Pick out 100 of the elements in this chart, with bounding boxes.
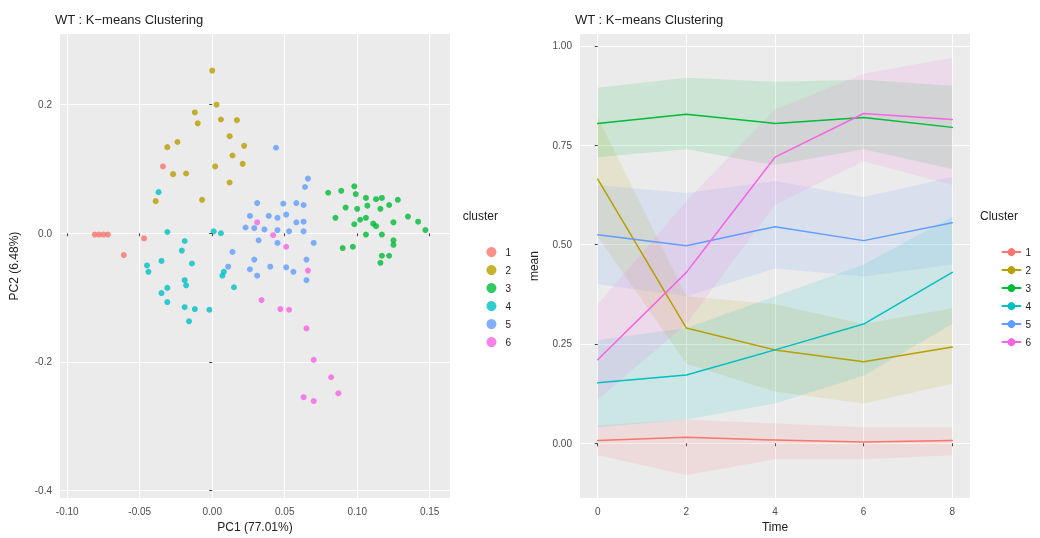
point xyxy=(378,194,385,201)
point xyxy=(226,133,233,140)
x-tick-label: 0.05 xyxy=(274,505,295,517)
y-tick-label: 0.50 xyxy=(552,239,573,251)
point xyxy=(265,212,272,219)
point xyxy=(145,268,152,275)
point xyxy=(152,198,159,205)
y-axis-title: PC2 (6.48%) xyxy=(7,231,21,301)
x-tick-label: 6 xyxy=(860,505,867,517)
point xyxy=(251,225,258,232)
point xyxy=(352,191,359,198)
point xyxy=(254,200,261,207)
legend-label: 6 xyxy=(1025,336,1032,348)
point xyxy=(338,187,345,194)
point xyxy=(186,318,193,325)
point xyxy=(362,194,369,201)
point xyxy=(191,109,198,116)
line-series xyxy=(596,271,954,384)
point xyxy=(158,257,165,264)
point xyxy=(206,306,213,313)
point xyxy=(225,263,232,270)
point xyxy=(241,142,248,149)
point xyxy=(246,266,253,273)
legend-title: Cluster xyxy=(979,208,1019,223)
point xyxy=(310,398,317,405)
point xyxy=(325,189,332,196)
point xyxy=(283,264,290,271)
x-axis-title: Time xyxy=(761,520,789,534)
point xyxy=(181,304,188,311)
point xyxy=(349,243,356,250)
point xyxy=(229,152,236,159)
point xyxy=(377,205,384,212)
point xyxy=(164,284,171,291)
point xyxy=(303,277,310,284)
point xyxy=(274,227,281,234)
point xyxy=(164,228,171,235)
line-series xyxy=(596,178,954,363)
point xyxy=(181,237,188,244)
x-tick-label: 2 xyxy=(683,505,690,517)
point xyxy=(310,356,317,363)
point xyxy=(293,219,300,226)
point xyxy=(280,200,287,207)
point xyxy=(290,268,297,275)
point xyxy=(270,232,277,239)
point xyxy=(258,297,265,304)
point xyxy=(390,241,397,248)
legend-label: 2 xyxy=(1025,264,1032,276)
y-tick-label: -0.2 xyxy=(34,356,53,368)
x-tick-label: 0.00 xyxy=(202,505,223,517)
legend-title: cluster xyxy=(462,208,498,223)
point xyxy=(254,219,261,226)
point xyxy=(351,221,358,228)
point xyxy=(377,259,384,266)
point xyxy=(351,183,358,190)
point xyxy=(188,260,195,267)
x-tick-label: 0.10 xyxy=(347,505,368,517)
point xyxy=(159,163,166,170)
point xyxy=(283,211,290,218)
point xyxy=(293,200,300,207)
point xyxy=(174,138,181,145)
point xyxy=(310,239,317,246)
point xyxy=(261,226,268,233)
legend-label: 3 xyxy=(505,282,512,294)
x-tick-label: 0.15 xyxy=(419,505,440,517)
point xyxy=(386,252,393,259)
point xyxy=(183,282,190,289)
point xyxy=(362,214,369,221)
x-tick-label: -0.10 xyxy=(55,505,80,517)
point xyxy=(251,256,258,263)
point xyxy=(362,231,369,238)
point xyxy=(230,284,237,291)
point xyxy=(390,219,397,226)
point xyxy=(339,245,346,252)
legend-label: 5 xyxy=(505,318,512,330)
point xyxy=(286,306,293,313)
point xyxy=(194,120,201,127)
chart-title: WT : K−means Clustering xyxy=(575,12,724,27)
point xyxy=(300,218,307,225)
point xyxy=(415,218,422,225)
y-tick-label: 0.00 xyxy=(552,437,573,449)
point xyxy=(286,228,293,235)
point xyxy=(274,214,281,221)
point xyxy=(304,175,311,182)
point xyxy=(239,160,246,167)
y-tick-label: 1.00 xyxy=(552,40,573,52)
legend-label: 3 xyxy=(1025,282,1032,294)
point xyxy=(274,239,281,246)
y-tick-label: -0.4 xyxy=(34,484,53,496)
point xyxy=(335,390,342,397)
x-axis-title: PC1 (77.01%) xyxy=(217,520,293,534)
point xyxy=(303,325,310,332)
point xyxy=(217,116,224,123)
point xyxy=(242,224,249,231)
y-tick-label: 0.75 xyxy=(552,139,573,151)
point xyxy=(422,227,429,234)
point xyxy=(141,235,148,242)
point xyxy=(164,144,171,151)
point xyxy=(191,306,198,313)
point xyxy=(302,183,309,190)
point xyxy=(373,196,380,203)
